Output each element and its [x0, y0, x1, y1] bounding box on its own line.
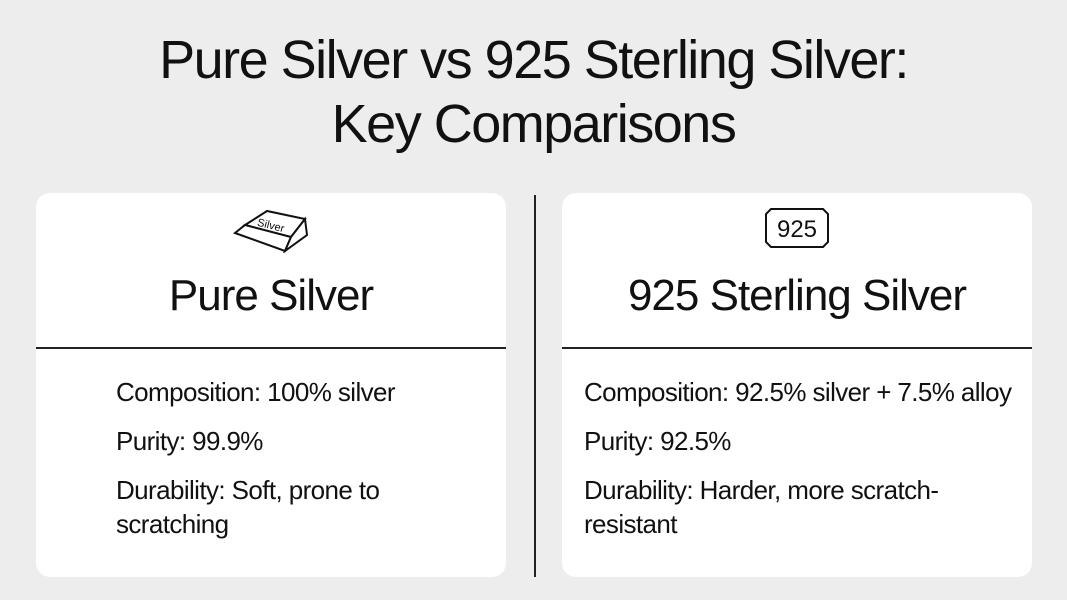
svg-text:925: 925	[777, 216, 817, 243]
durability-text: Durability: Harder, more scratch-resista…	[584, 475, 939, 539]
purity-text: Purity: 99.9%	[116, 426, 263, 456]
composition-text: Composition: 92.5% silver + 7.5% alloy	[584, 377, 1012, 407]
pure-silver-card: Silver Pure Silver Composition: 100% sil…	[36, 193, 506, 577]
purity-text: Purity: 92.5%	[584, 426, 731, 456]
sterling-silver-card: 925 925 Sterling Silver Composition: 92.…	[562, 193, 1032, 577]
divider-line	[36, 347, 506, 349]
center-divider	[534, 195, 536, 577]
page-title: Pure Silver vs 925 Sterling Silver: Key …	[159, 30, 909, 154]
card-heading: Pure Silver	[168, 271, 374, 320]
silver-bar-icon: Silver	[36, 207, 506, 253]
composition-text: Composition: 100% silver	[116, 377, 396, 407]
925-hallmark-icon: 925	[562, 207, 1032, 249]
divider-line	[562, 347, 1032, 349]
durability-text: Durability: Soft, prone to scratching	[116, 475, 380, 539]
card-heading: 925 Sterling Silver	[627, 271, 967, 320]
